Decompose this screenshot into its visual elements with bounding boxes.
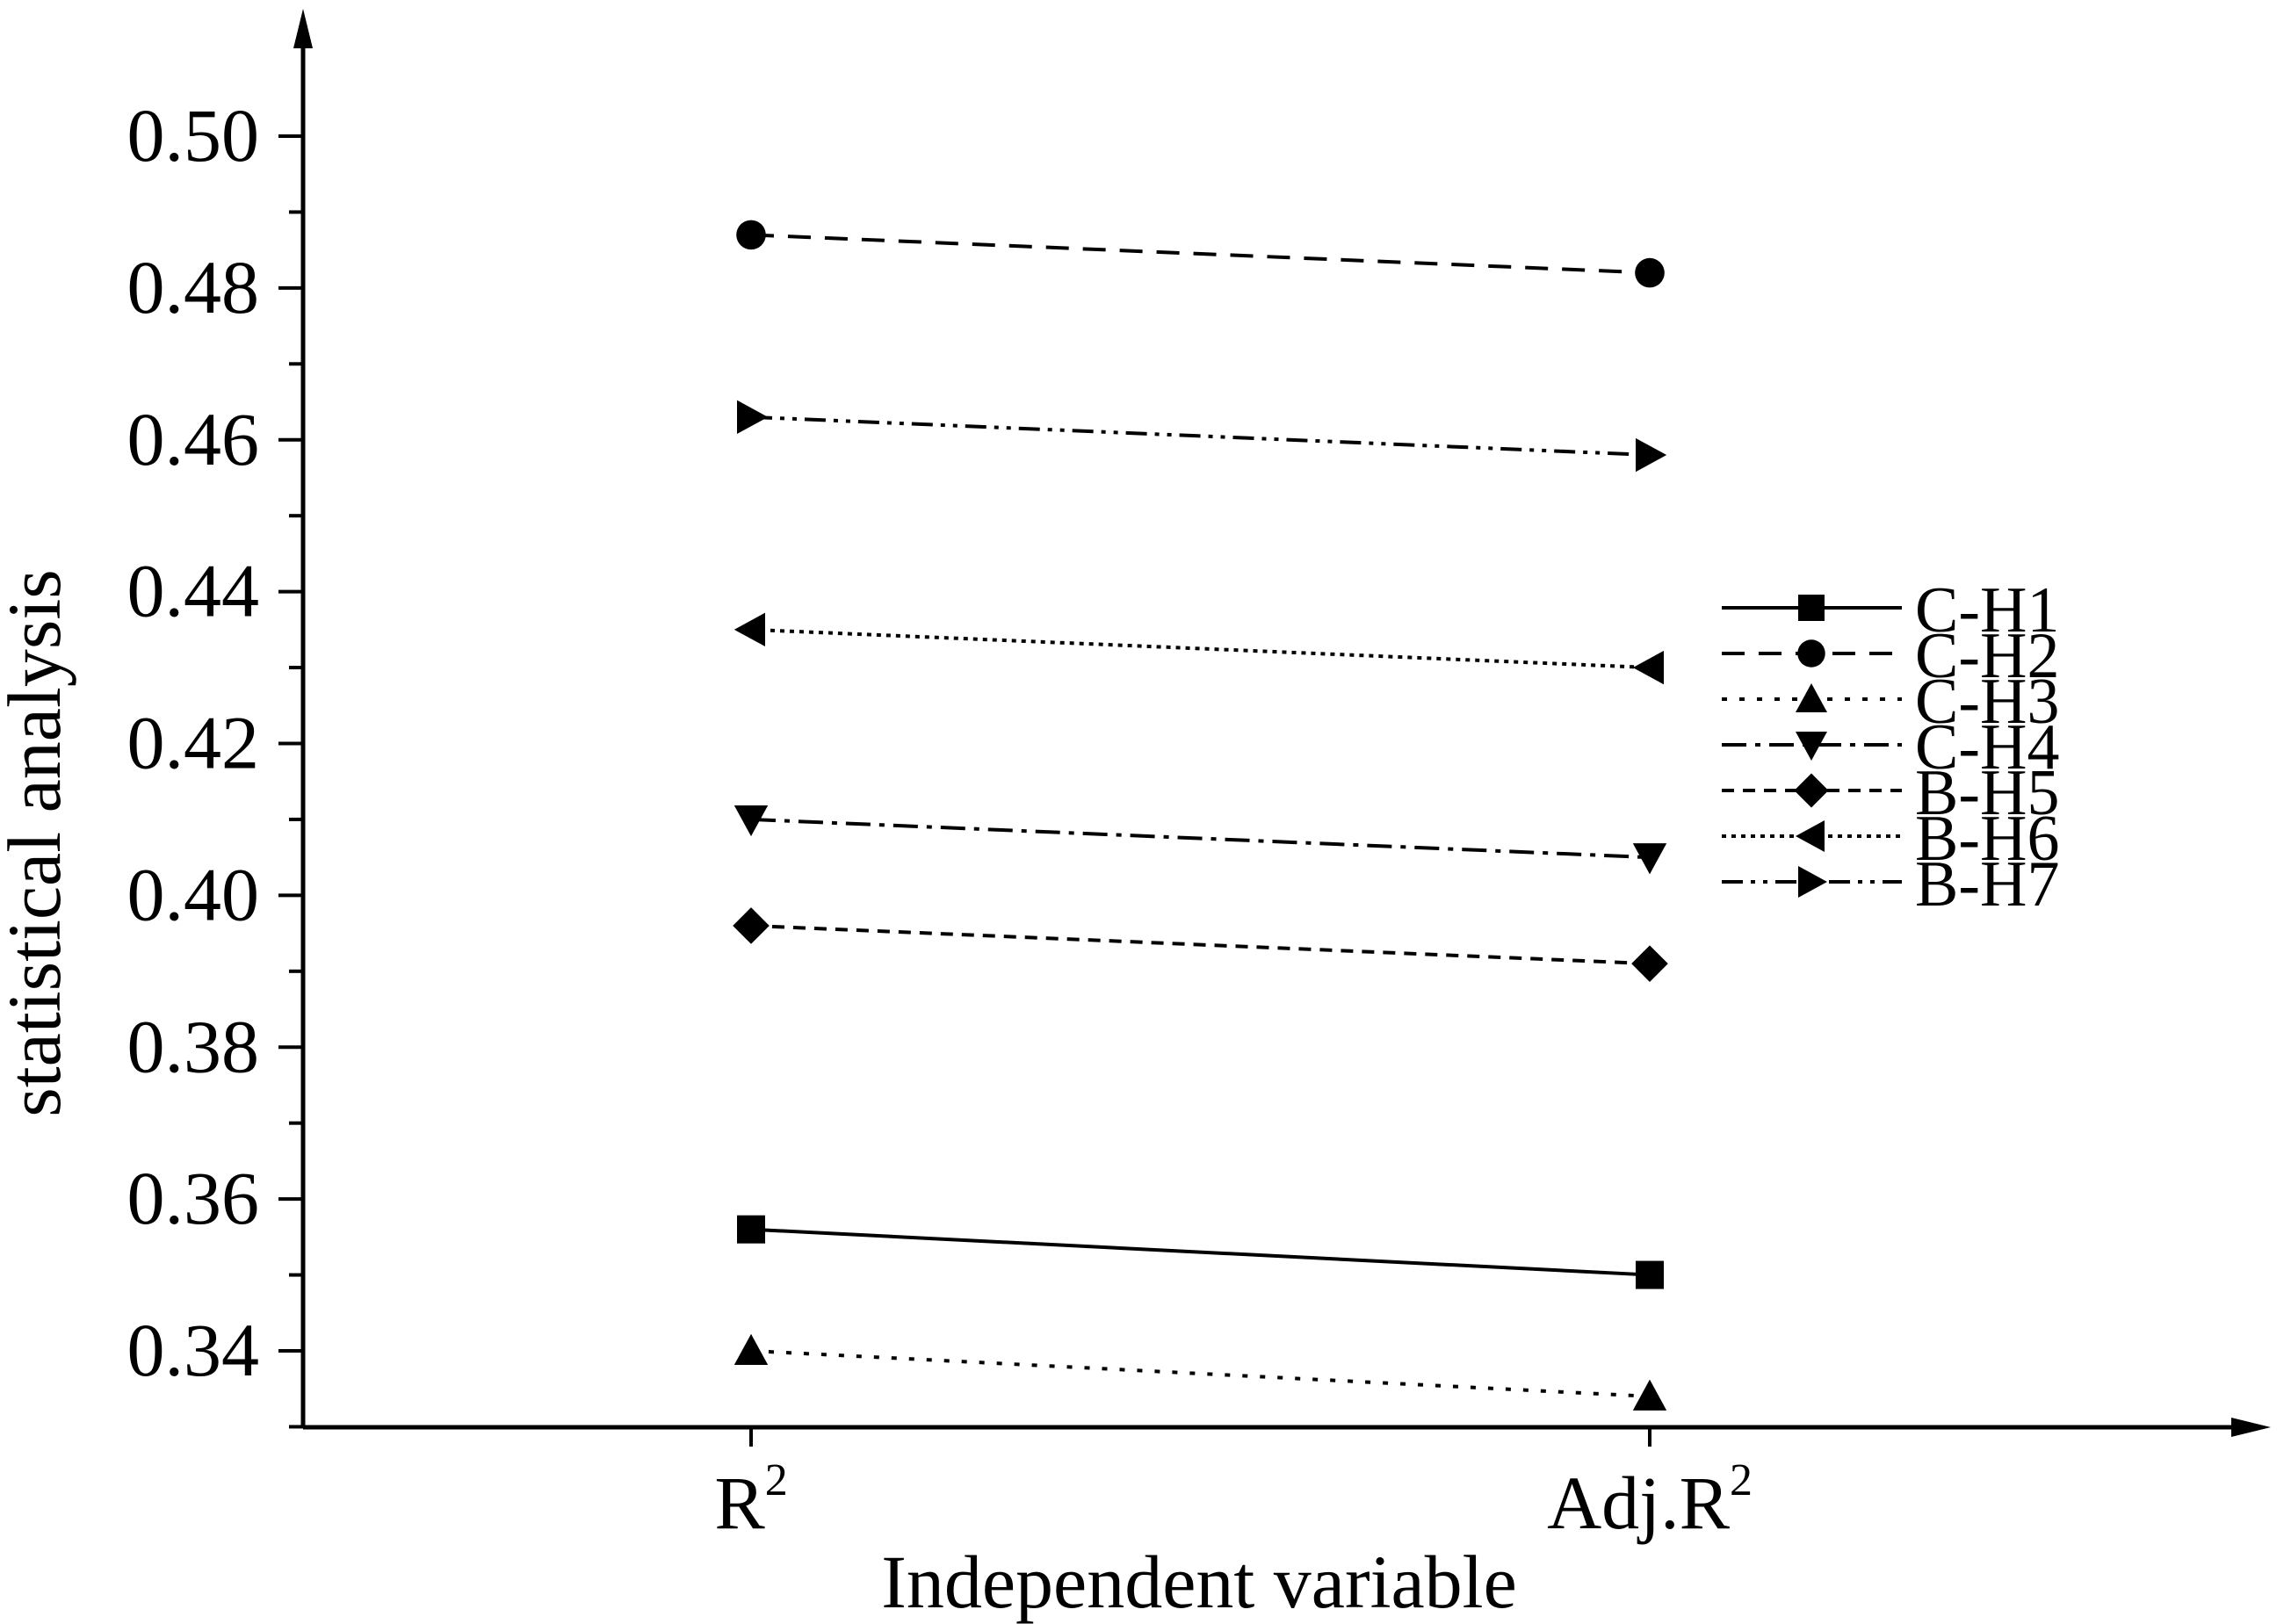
series-b-h7 [737, 400, 1667, 473]
y-tick-label: 0.36 [127, 1156, 260, 1240]
y-tick-label: 0.38 [127, 1004, 260, 1088]
axes [293, 9, 2271, 1437]
data-point [734, 1333, 769, 1365]
legend-label: C-H2 [1915, 620, 2059, 692]
legend-marker [1794, 773, 1829, 808]
legend-marker [1798, 866, 1827, 898]
legend-label: B-H6 [1915, 803, 2059, 875]
data-point [733, 907, 770, 944]
legend-label: B-H5 [1915, 757, 2059, 829]
data-point [737, 400, 769, 435]
legend: C-H1C-H2C-H3C-H4B-H5B-H6B-H7 [1722, 574, 2059, 920]
x-axis-label: Independent variable [881, 1540, 1516, 1624]
data-point [1632, 1379, 1667, 1411]
x-tick-label: R2 [714, 1455, 787, 1545]
series-line [750, 1227, 1651, 1277]
x-axis-ticks: R2 Adj.R2 [714, 1427, 1753, 1545]
data-point [1631, 945, 1668, 982]
legend-item: C-H1 [1722, 574, 2059, 646]
legend-item: B-H5 [1722, 757, 2059, 829]
series-line [750, 923, 1651, 966]
data-point [1636, 1260, 1664, 1289]
y-tick-label: 0.40 [127, 852, 260, 936]
data-point [1632, 843, 1667, 875]
y-tick-label: 0.44 [127, 549, 260, 633]
legend-item: C-H2 [1722, 620, 2059, 692]
data-point [1632, 650, 1664, 685]
legend-item: B-H7 [1722, 848, 2059, 920]
series-b-h6 [734, 612, 1664, 685]
y-axis-label: statistical analysis [0, 569, 76, 1116]
series-line [750, 233, 1651, 275]
legend-item: C-H3 [1722, 666, 2059, 738]
series-c-h2 [736, 220, 1665, 288]
series-b-h5 [733, 907, 1668, 982]
data-point [1635, 257, 1665, 288]
y-axis-ticks: 0.34 0.36 0.38 0.40 0.42 0.44 0.46 0.48 0.50 [127, 93, 303, 1429]
data-point [736, 220, 766, 250]
legend-label: C-H1 [1915, 574, 2059, 646]
series-layer [733, 220, 1668, 1411]
legend-item: B-H6 [1722, 803, 2059, 875]
series-c-h3 [734, 1333, 1667, 1411]
y-axis-arrow [293, 9, 313, 48]
series-line [750, 627, 1651, 670]
data-point [737, 1215, 765, 1244]
series-line [750, 817, 1651, 860]
legend-label: C-H4 [1915, 711, 2059, 783]
data-point [1636, 437, 1667, 473]
legend-marker [1796, 732, 1827, 761]
y-tick-label: 0.48 [127, 245, 260, 329]
y-tick-label: 0.42 [127, 701, 260, 785]
legend-marker [1796, 820, 1825, 852]
data-point [734, 805, 769, 837]
y-tick-label: 0.46 [127, 397, 260, 481]
legend-marker [1796, 683, 1827, 712]
x-axis-arrow [2231, 1418, 2271, 1437]
legend-label: B-H7 [1915, 848, 2059, 920]
legend-item: C-H4 [1722, 711, 2059, 783]
y-tick-label: 0.34 [127, 1308, 260, 1392]
legend-label: C-H3 [1915, 666, 2059, 738]
legend-marker [1798, 595, 1825, 621]
data-point [734, 612, 765, 647]
y-tick-label: 0.50 [127, 93, 260, 177]
series-c-h1 [737, 1215, 1664, 1289]
series-c-h4 [734, 805, 1667, 875]
legend-marker [1797, 639, 1825, 668]
x-tick-label: Adj.R2 [1547, 1455, 1753, 1545]
series-line [750, 1349, 1651, 1398]
series-line [750, 415, 1651, 458]
